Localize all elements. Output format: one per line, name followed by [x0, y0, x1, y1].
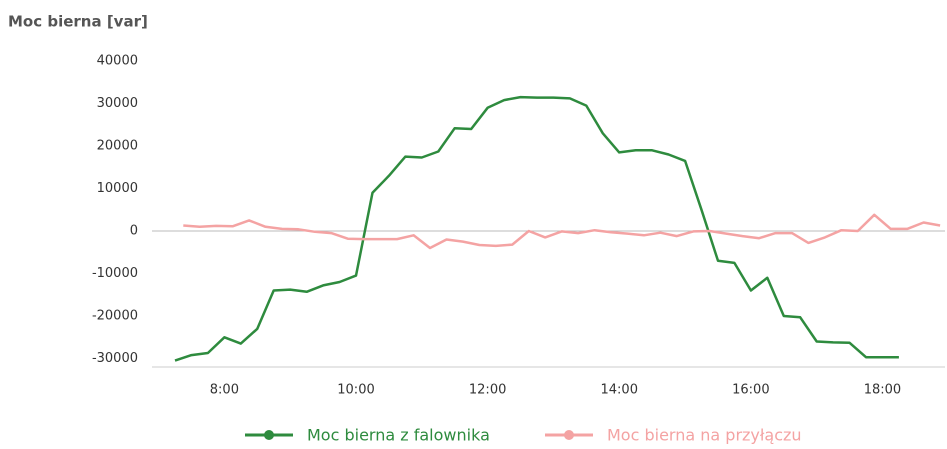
- legend-marker: [564, 430, 574, 440]
- x-tick-label: 10:00: [337, 383, 374, 398]
- series-line: [183, 213, 941, 250]
- y-tick-label: -20000: [92, 309, 138, 324]
- y-tick-label: 30000: [97, 96, 138, 111]
- x-tick-label: 18:00: [864, 383, 901, 398]
- x-tick-label: 14:00: [601, 383, 638, 398]
- y-tick-label: 10000: [97, 181, 138, 196]
- legend-label: Moc bierna z falownika: [307, 426, 490, 445]
- y-tick-label: 40000: [97, 54, 138, 69]
- y-tick-label: -10000: [92, 266, 138, 281]
- series-line: [174, 95, 899, 362]
- x-tick-label: 12:00: [469, 383, 506, 398]
- legend-label: Moc bierna na przyłączu: [607, 426, 802, 445]
- chart-title: Moc bierna [var]: [8, 13, 148, 31]
- legend-marker: [264, 430, 274, 440]
- y-tick-label: 0: [130, 224, 138, 239]
- x-tick-label: 16:00: [732, 383, 769, 398]
- y-tick-label: -30000: [92, 351, 138, 366]
- x-tick-label: 8:00: [210, 383, 239, 398]
- y-tick-label: 20000: [97, 139, 138, 154]
